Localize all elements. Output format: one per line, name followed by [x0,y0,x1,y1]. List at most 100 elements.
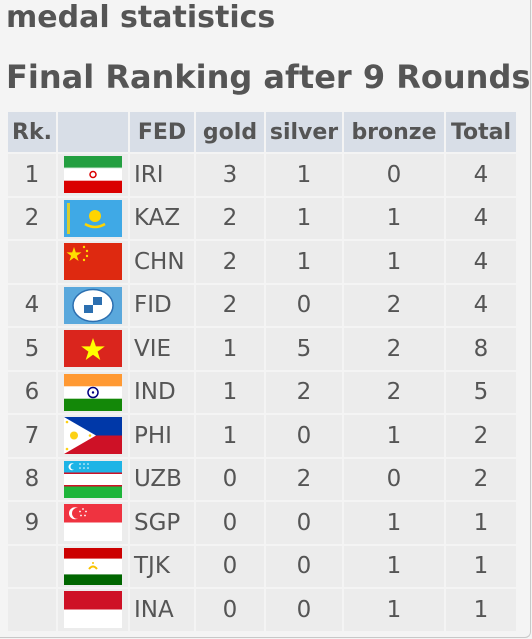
table-row: 8 UZB 0 2 0 2 [8,458,516,500]
rank-cell: 4 [8,284,56,326]
total-cell: 1 [446,502,516,544]
bronze-cell: 1 [344,545,444,587]
rank-cell: 7 [8,415,56,457]
medal-table: Rk. FED gold silver bronze Total 1 IRI 3 1 0… [6,110,518,633]
china-flag-icon [64,243,122,281]
philippines-flag-icon [64,417,122,455]
fed-cell: INA [130,589,194,631]
rank-cell: 5 [8,328,56,370]
total-cell: 5 [446,371,516,413]
bronze-cell: 2 [344,328,444,370]
flag-cell [58,154,128,196]
fed-cell: IND [130,371,194,413]
total-cell: 1 [446,589,516,631]
silver-cell: 1 [266,154,342,196]
header-fed[interactable]: FED [130,112,194,152]
total-cell: 1 [446,545,516,587]
gold-cell: 3 [196,154,264,196]
flag-cell [58,545,128,587]
table-row: 4 FID 2 0 2 4 [8,284,516,326]
fed-cell: UZB [130,458,194,500]
fed-cell: CHN [130,241,194,283]
rank-cell: 6 [8,371,56,413]
bronze-cell: 1 [344,197,444,239]
flag-cell [58,197,128,239]
table-row: CHN 2 1 1 4 [8,241,516,283]
gold-cell: 1 [196,415,264,457]
fed-cell: TJK [130,545,194,587]
fed-cell: FID [130,284,194,326]
section-title: medal statistics [6,0,276,35]
silver-cell: 0 [266,589,342,631]
fed-cell: SGP [130,502,194,544]
bronze-cell: 1 [344,415,444,457]
header-rank[interactable]: Rk. [8,112,56,152]
gold-cell: 2 [196,241,264,283]
flag-cell [58,241,128,283]
fed-cell: IRI [130,154,194,196]
gold-cell: 0 [196,545,264,587]
india-flag-icon [64,373,122,411]
table-row: 9 SGP 0 0 1 1 [8,502,516,544]
total-cell: 4 [446,197,516,239]
total-cell: 2 [446,415,516,457]
bronze-cell: 1 [344,502,444,544]
bronze-cell: 1 [344,589,444,631]
ranking-subtitle: Final Ranking after 9 Rounds [6,58,531,96]
bronze-cell: 2 [344,371,444,413]
header-flag [58,112,128,152]
silver-cell: 5 [266,328,342,370]
silver-cell: 0 [266,502,342,544]
bronze-cell: 1 [344,241,444,283]
total-cell: 2 [446,458,516,500]
gold-cell: 0 [196,502,264,544]
gold-cell: 2 [196,197,264,239]
silver-cell: 1 [266,197,342,239]
indonesia-flag-icon [64,591,122,629]
flag-cell [58,415,128,457]
uzbekistan-flag-icon [64,460,122,498]
rank-cell: 1 [8,154,56,196]
fed-cell: KAZ [130,197,194,239]
table-row: 2 KAZ 2 1 1 4 [8,197,516,239]
flag-cell [58,502,128,544]
gold-cell: 0 [196,589,264,631]
total-cell: 4 [446,241,516,283]
rank-cell: 8 [8,458,56,500]
fide-flag-icon [64,286,122,324]
flag-cell [58,284,128,326]
vietnam-flag-icon [64,330,122,368]
header-gold[interactable]: gold [196,112,264,152]
tajikistan-flag-icon [64,547,122,585]
silver-cell: 2 [266,371,342,413]
singapore-flag-icon [64,504,122,542]
total-cell: 8 [446,328,516,370]
table-row: 1 IRI 3 1 0 4 [8,154,516,196]
iran-flag-icon [64,156,122,194]
header-total[interactable]: Total [446,112,516,152]
table-row: 6 IND 1 2 2 5 [8,371,516,413]
header-bronze[interactable]: bronze [344,112,444,152]
bronze-cell: 2 [344,284,444,326]
total-cell: 4 [446,284,516,326]
gold-cell: 2 [196,284,264,326]
bronze-cell: 0 [344,458,444,500]
table-row: 5 VIE 1 5 2 8 [8,328,516,370]
table-header-row: Rk. FED gold silver bronze Total [8,112,516,152]
fed-cell: PHI [130,415,194,457]
rank-cell [8,545,56,587]
silver-cell: 2 [266,458,342,500]
gold-cell: 0 [196,458,264,500]
header-silver[interactable]: silver [266,112,342,152]
flag-cell [58,589,128,631]
silver-cell: 0 [266,545,342,587]
rank-cell: 2 [8,197,56,239]
flag-cell [58,458,128,500]
total-cell: 4 [446,154,516,196]
rank-cell [8,241,56,283]
silver-cell: 0 [266,284,342,326]
flag-cell [58,328,128,370]
bronze-cell: 0 [344,154,444,196]
rank-cell: 9 [8,502,56,544]
